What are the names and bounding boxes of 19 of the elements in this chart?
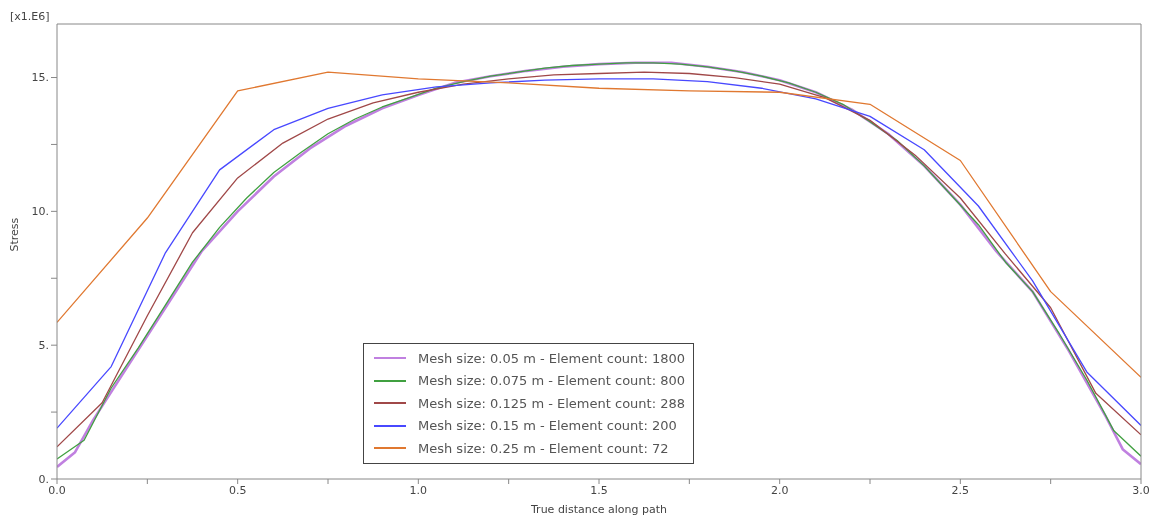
y-axis-title: Stress xyxy=(7,217,21,252)
x-tick-label: 2.0 xyxy=(770,483,789,497)
x-tick-label: 0.5 xyxy=(228,483,247,497)
x-tick-label: 0.0 xyxy=(48,483,66,497)
legend-label: Mesh size: 0.15 m - Element count: 200 xyxy=(418,418,677,434)
x-tick-label: 3.0 xyxy=(1132,483,1150,497)
x-tick-label: 1.0 xyxy=(409,483,428,497)
x-tick-label: 2.5 xyxy=(951,483,970,497)
x-tick-label: 1.5 xyxy=(590,483,608,497)
y-tick-label: 15. xyxy=(31,71,49,85)
y-tick-label: 0. xyxy=(38,472,49,486)
y-tick-label: 10. xyxy=(31,205,49,219)
y-tick-label: 5. xyxy=(38,339,49,353)
legend-label: Mesh size: 0.075 m - Element count: 800 xyxy=(418,373,686,389)
x-axis-title: True distance along path xyxy=(530,503,667,516)
legend-label: Mesh size: 0.125 m - Element count: 288 xyxy=(418,395,686,411)
legend-label: Mesh size: 0.05 m - Element count: 1800 xyxy=(418,350,686,366)
text: [x1.E6] xyxy=(10,10,50,23)
legend-label: Mesh size: 0.25 m - Element count: 72 xyxy=(418,440,669,456)
